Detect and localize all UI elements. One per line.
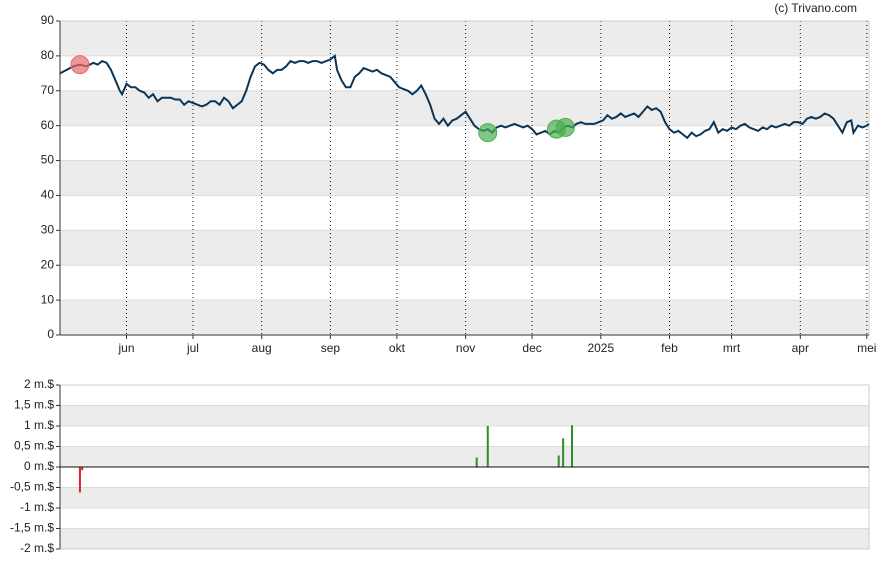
band	[60, 160, 869, 196]
credit: (c) Trivano.com	[774, 1, 857, 15]
y-tick-label: 1 m.$	[24, 418, 54, 432]
trade-marker	[70, 55, 90, 75]
price-line	[59, 54, 870, 140]
y-tick-label: 50	[41, 153, 55, 167]
y-tick-label: 80	[41, 48, 55, 62]
y-tick-label: -1 m.$	[20, 500, 54, 514]
trade-marker	[555, 117, 575, 137]
bar	[570, 425, 573, 467]
bar	[562, 438, 565, 467]
band	[60, 528, 869, 549]
bar	[78, 467, 81, 493]
x-tick-label: 2025	[587, 341, 614, 355]
x-tick-label: okt	[389, 341, 406, 355]
x-tick-label: apr	[792, 341, 809, 355]
y-tick-label: 40	[41, 188, 55, 202]
band	[60, 300, 869, 335]
x-tick-label: sep	[321, 341, 341, 355]
x-tick-label: aug	[252, 341, 272, 355]
y-tick-label: 0	[47, 327, 54, 341]
x-tick-label: nov	[456, 341, 475, 355]
band	[60, 446, 869, 467]
x-tick-label: jul	[186, 341, 199, 355]
y-tick-label: 1,5 m.$	[14, 398, 54, 412]
band	[60, 90, 869, 126]
y-tick-label: 70	[41, 83, 55, 97]
bar	[486, 426, 489, 467]
y-tick-label: 0,5 m.$	[14, 439, 54, 453]
bar	[81, 467, 84, 471]
y-tick-label: -1,5 m.$	[10, 521, 54, 535]
y-tick-label: -0,5 m.$	[10, 480, 54, 494]
y-tick-label: 60	[41, 118, 55, 132]
bar	[557, 455, 560, 467]
y-tick-label: 30	[41, 223, 55, 237]
y-tick-label: 0 m.$	[24, 459, 54, 473]
y-tick-label: -2 m.$	[20, 541, 54, 555]
band	[60, 487, 869, 508]
y-tick-label: 90	[41, 13, 55, 27]
y-tick-label: 20	[41, 257, 55, 271]
bar	[475, 457, 478, 467]
x-tick-label: feb	[661, 341, 678, 355]
x-tick-label: jun	[117, 341, 134, 355]
trade-marker	[478, 123, 498, 143]
y-tick-label: 10	[41, 292, 55, 306]
x-tick-label: dec	[522, 341, 541, 355]
band	[60, 405, 869, 426]
band	[60, 230, 869, 266]
x-tick-label: mrt	[723, 341, 741, 355]
x-tick-label: mei	[857, 341, 876, 355]
y-tick-label: 2 m.$	[24, 377, 54, 391]
band	[60, 21, 869, 56]
